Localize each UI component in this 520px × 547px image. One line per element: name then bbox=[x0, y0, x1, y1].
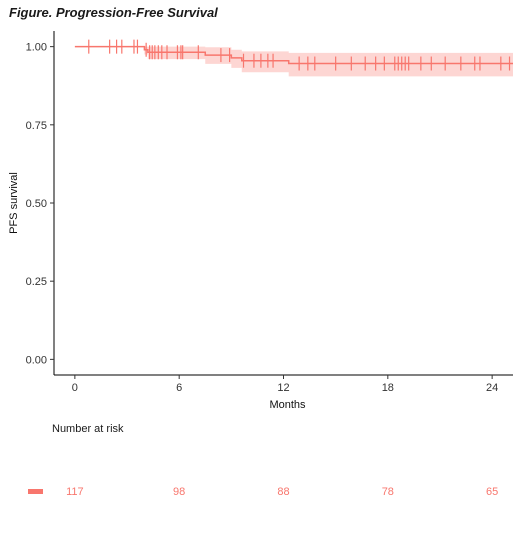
survival-curve-layer bbox=[74, 45, 513, 65]
x-tick-label: 24 bbox=[486, 382, 498, 394]
x-tick-label: 18 bbox=[382, 382, 394, 394]
risk-table-title: Number at risk bbox=[52, 423, 124, 435]
x-tick-label: 0 bbox=[72, 382, 78, 394]
axes-layer: 0.00 0.25 0.50 0.75 1.00 0 6 12 18 24 Months PFS su… bbox=[8, 31, 513, 411]
survival-curve bbox=[74, 45, 513, 65]
y-tick-label: 0.75 bbox=[26, 120, 47, 132]
risk-table-strata-key bbox=[28, 489, 43, 494]
confidence-band-layer bbox=[74, 46, 513, 77]
x-axis-label: Months bbox=[269, 399, 306, 411]
y-tick-label: 0.50 bbox=[26, 198, 47, 210]
confidence-band bbox=[74, 46, 513, 77]
x-tick-label: 12 bbox=[277, 382, 289, 394]
risk-count: 98 bbox=[173, 486, 186, 498]
y-tick-label: 0.00 bbox=[26, 354, 47, 366]
risk-count: 78 bbox=[381, 486, 394, 498]
censor-marks-layer bbox=[88, 39, 511, 71]
y-axis-label: PFS survival bbox=[8, 172, 20, 234]
y-tick-label: 1.00 bbox=[26, 42, 47, 54]
risk-count: 88 bbox=[277, 486, 290, 498]
risk-count: 117 bbox=[66, 486, 84, 498]
risk-count: 65 bbox=[486, 486, 499, 498]
x-tick-label: 6 bbox=[176, 382, 182, 394]
figure-title: Figure. Progression-Free Survival bbox=[9, 5, 218, 20]
y-tick-label: 0.25 bbox=[26, 276, 47, 288]
